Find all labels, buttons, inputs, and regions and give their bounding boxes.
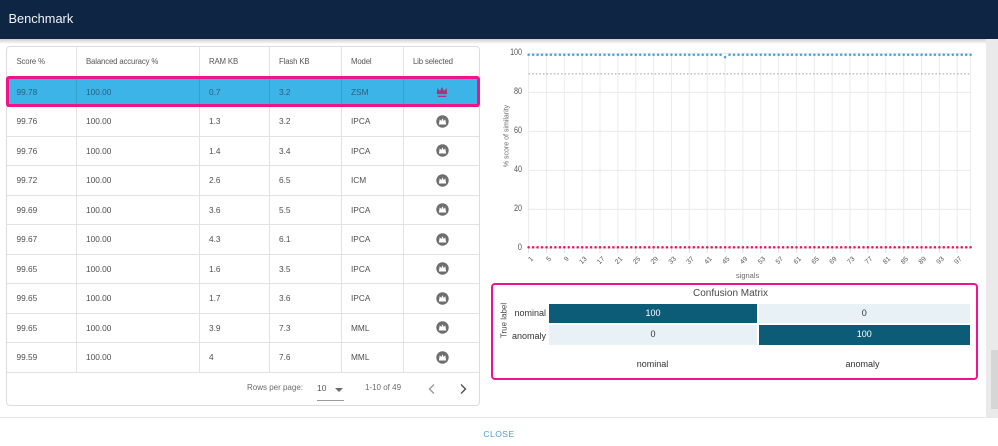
svg-text:37: 37 <box>685 256 695 266</box>
svg-text:1: 1 <box>527 256 535 264</box>
svg-text:25: 25 <box>632 256 642 266</box>
svg-text:signals: signals <box>736 271 760 280</box>
svg-text:57: 57 <box>775 256 785 266</box>
svg-text:21: 21 <box>614 256 624 266</box>
svg-text:97: 97 <box>953 256 963 266</box>
svg-text:20: 20 <box>514 203 522 214</box>
svg-text:45: 45 <box>721 256 731 266</box>
svg-text:0: 0 <box>518 242 522 253</box>
svg-text:81: 81 <box>882 256 892 266</box>
svg-text:100: 100 <box>510 47 522 58</box>
svg-text:13: 13 <box>578 256 588 266</box>
svg-text:61: 61 <box>793 256 803 266</box>
svg-text:49: 49 <box>739 256 749 266</box>
svg-text:29: 29 <box>650 256 660 266</box>
svg-text:% score of similarity: % score of similarity <box>503 104 510 167</box>
svg-text:33: 33 <box>668 256 678 266</box>
svg-text:40: 40 <box>514 164 522 175</box>
svg-text:80: 80 <box>514 86 522 97</box>
svg-text:60: 60 <box>514 125 522 136</box>
svg-text:93: 93 <box>936 256 946 266</box>
svg-text:85: 85 <box>900 256 910 266</box>
svg-text:77: 77 <box>864 256 874 266</box>
svg-text:73: 73 <box>846 256 856 266</box>
svg-text:9: 9 <box>563 256 571 264</box>
svg-text:17: 17 <box>596 256 606 266</box>
svg-text:69: 69 <box>828 256 838 266</box>
svg-text:53: 53 <box>757 256 767 266</box>
svg-text:5: 5 <box>545 256 553 264</box>
svg-text:65: 65 <box>811 256 821 266</box>
svg-text:89: 89 <box>918 256 928 266</box>
svg-text:41: 41 <box>703 256 713 266</box>
